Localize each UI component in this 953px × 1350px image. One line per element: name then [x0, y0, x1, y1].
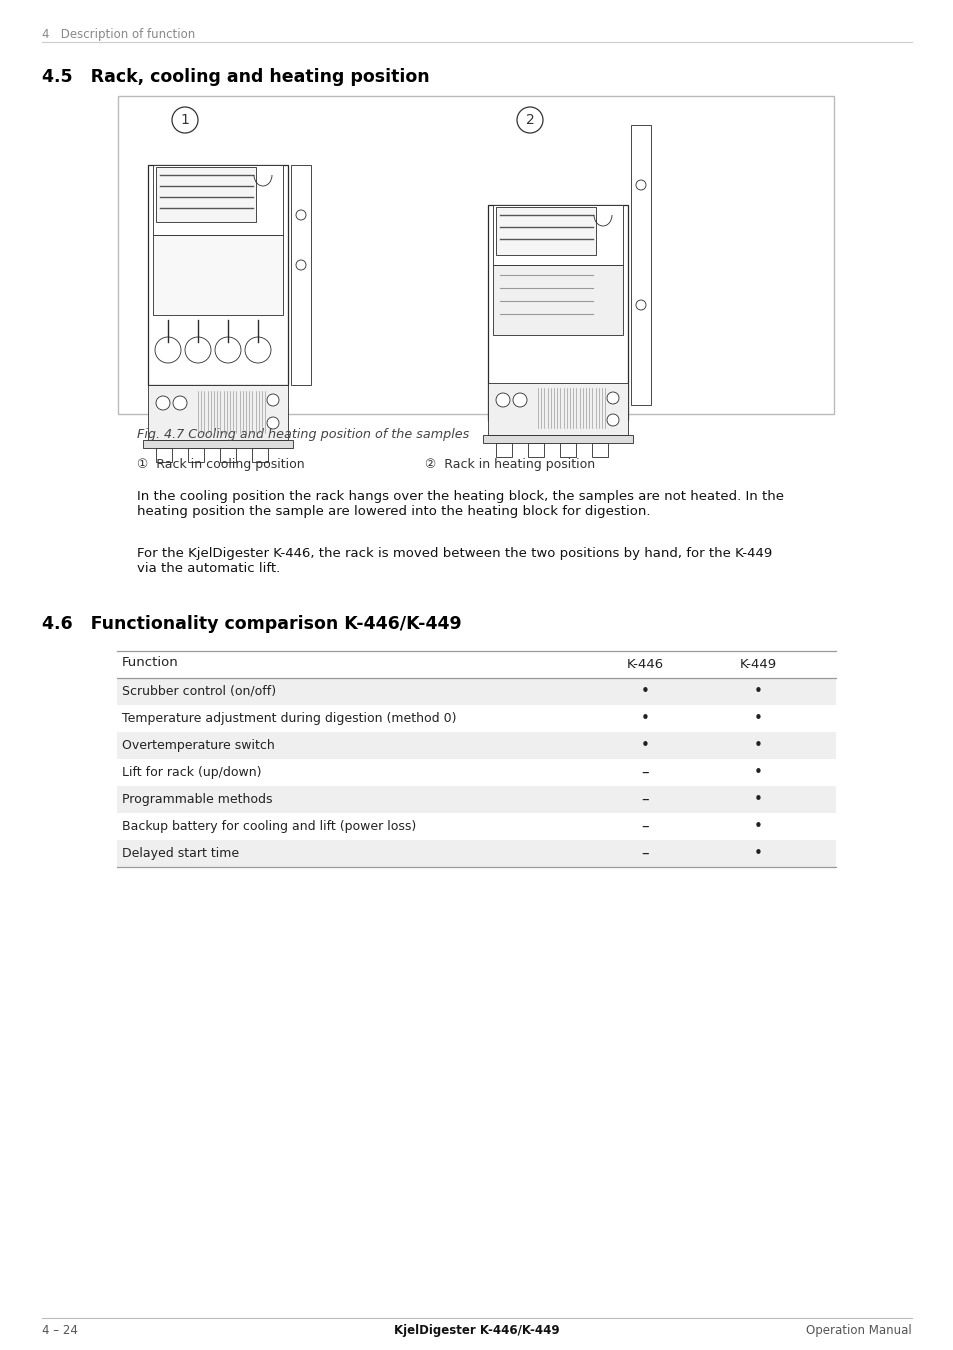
Circle shape — [295, 211, 306, 220]
Text: 4.6   Functionality comparison K-446/K-449: 4.6 Functionality comparison K-446/K-449 — [42, 616, 461, 633]
Text: Temperature adjustment during digestion (method 0): Temperature adjustment during digestion … — [122, 711, 456, 725]
Text: ②  Rack in heating position: ② Rack in heating position — [424, 458, 595, 471]
Text: –: – — [640, 819, 648, 834]
Text: K-449: K-449 — [739, 657, 776, 671]
Circle shape — [185, 338, 211, 363]
Bar — [496, 207, 596, 255]
Bar — [291, 165, 311, 385]
Bar — [527, 443, 543, 458]
Circle shape — [496, 393, 510, 406]
Circle shape — [172, 396, 187, 410]
Bar — [152, 235, 283, 315]
Text: K-446: K-446 — [626, 657, 663, 671]
Bar — [148, 165, 288, 385]
Text: ①  Rack in cooling position: ① Rack in cooling position — [137, 458, 304, 471]
Text: Lift for rack (up/down): Lift for rack (up/down) — [122, 765, 261, 779]
Text: 1: 1 — [180, 113, 190, 127]
Bar — [118, 96, 833, 414]
Circle shape — [636, 180, 645, 190]
Bar — [117, 732, 835, 759]
Bar — [156, 167, 255, 221]
Bar — [148, 385, 288, 440]
Circle shape — [172, 107, 198, 134]
Text: –: – — [640, 846, 648, 861]
Bar — [493, 265, 622, 335]
Circle shape — [267, 417, 278, 429]
Bar — [117, 786, 835, 813]
Text: Operation Manual: Operation Manual — [805, 1324, 911, 1336]
Text: –: – — [640, 765, 648, 780]
Circle shape — [154, 338, 181, 363]
Bar — [559, 443, 576, 458]
Text: 4.5   Rack, cooling and heating position: 4.5 Rack, cooling and heating position — [42, 68, 429, 86]
Bar — [482, 435, 633, 443]
Circle shape — [267, 394, 278, 406]
Text: •: • — [753, 792, 761, 807]
Bar — [252, 448, 268, 462]
Circle shape — [245, 338, 271, 363]
Text: •: • — [639, 684, 649, 699]
Text: •: • — [639, 738, 649, 753]
Text: Fig. 4.7 Cooling and heating position of the samples: Fig. 4.7 Cooling and heating position of… — [137, 428, 469, 441]
Text: Scrubber control (on/off): Scrubber control (on/off) — [122, 684, 275, 698]
Text: Delayed start time: Delayed start time — [122, 846, 239, 860]
Text: 4 – 24: 4 – 24 — [42, 1324, 78, 1336]
Bar — [188, 448, 204, 462]
Text: Backup battery for cooling and lift (power loss): Backup battery for cooling and lift (pow… — [122, 819, 416, 833]
Circle shape — [606, 414, 618, 427]
Text: In the cooling position the rack hangs over the heating block, the samples are n: In the cooling position the rack hangs o… — [137, 490, 783, 518]
Bar — [143, 440, 293, 448]
Text: •: • — [639, 711, 649, 726]
Text: •: • — [753, 684, 761, 699]
Text: 4   Description of function: 4 Description of function — [42, 28, 195, 40]
Bar — [496, 443, 512, 458]
Bar — [493, 205, 622, 265]
Text: KjelDigester K-446/K-449: KjelDigester K-446/K-449 — [394, 1324, 559, 1336]
Text: Function: Function — [122, 656, 178, 670]
Bar — [220, 448, 235, 462]
Text: •: • — [753, 738, 761, 753]
Bar — [117, 840, 835, 867]
Bar — [592, 443, 607, 458]
Bar — [630, 126, 650, 405]
Text: Programmable methods: Programmable methods — [122, 792, 273, 806]
Text: For the KjelDigester K-446, the rack is moved between the two positions by hand,: For the KjelDigester K-446, the rack is … — [137, 547, 771, 575]
Circle shape — [636, 300, 645, 310]
Circle shape — [606, 392, 618, 404]
Text: •: • — [753, 819, 761, 834]
Circle shape — [517, 107, 542, 134]
Text: •: • — [753, 846, 761, 861]
Circle shape — [295, 261, 306, 270]
Bar — [488, 205, 627, 420]
Text: •: • — [753, 711, 761, 726]
Circle shape — [156, 396, 170, 410]
Bar — [117, 678, 835, 705]
Text: 2: 2 — [525, 113, 534, 127]
Text: Overtemperature switch: Overtemperature switch — [122, 738, 274, 752]
Bar — [156, 448, 172, 462]
Text: –: – — [640, 792, 648, 807]
Circle shape — [513, 393, 526, 406]
Text: •: • — [753, 765, 761, 780]
Circle shape — [214, 338, 241, 363]
Bar — [152, 165, 283, 235]
Bar — [488, 383, 627, 435]
